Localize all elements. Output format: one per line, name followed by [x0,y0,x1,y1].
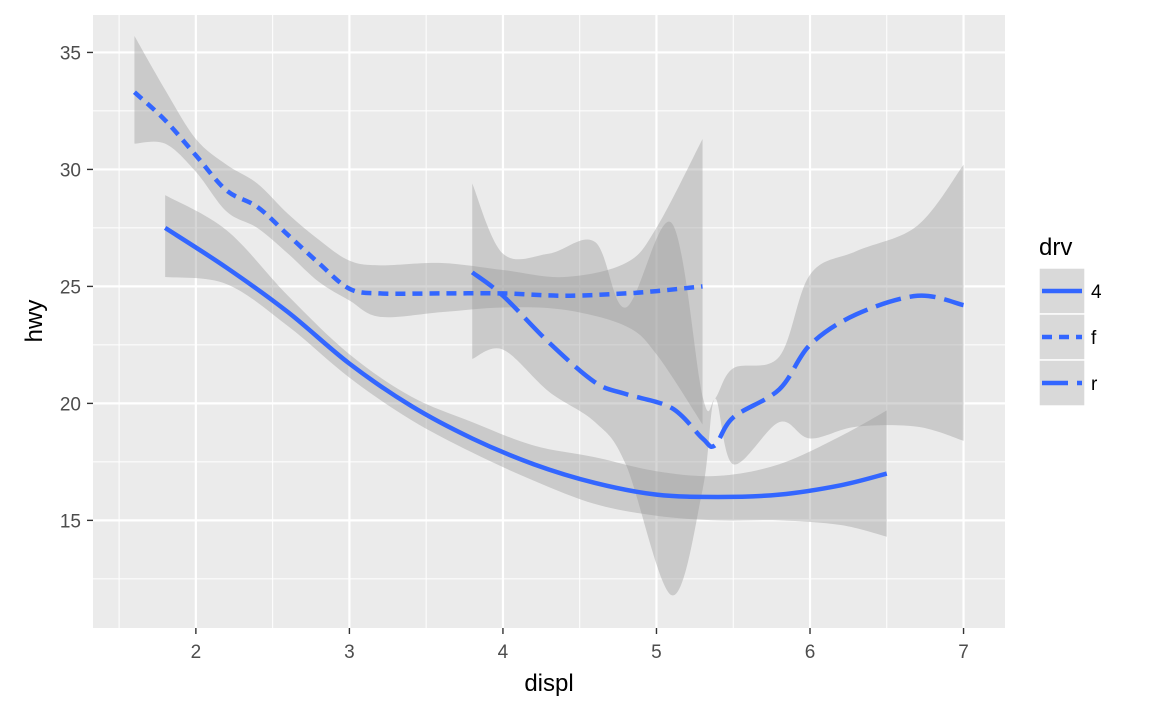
line-r [470,270,965,449]
x-tick-label: 6 [805,642,816,663]
line-f [132,90,703,299]
y-tick-label: 20 [60,394,81,415]
legend-label-4: 4 [1091,282,1102,303]
y-tick-label: 15 [60,511,81,532]
x-tick-label: 2 [191,642,202,663]
plot-panel [93,15,1005,628]
x-axis: 2 3 4 5 6 7 [191,628,969,663]
x-tick-label: 7 [958,642,969,663]
smooth-lines [132,90,965,500]
x-tick-label: 3 [344,642,355,663]
x-tick-label: 4 [498,642,509,663]
legend: drv 4 f r [1038,234,1102,407]
ribbon-r [472,164,964,596]
y-axis-title: hwy [21,300,48,343]
legend-label-f: f [1091,328,1097,349]
y-tick-label: 25 [60,277,81,298]
y-tick-label: 35 [60,43,81,64]
x-tick-label: 5 [651,642,662,663]
legend-label-r: r [1091,374,1098,395]
line-4 [163,226,888,500]
legend-title: drv [1039,234,1072,261]
confidence-ribbons [134,36,964,596]
ribbon-4 [165,195,887,537]
gridlines [93,15,1005,628]
y-tick-label: 30 [60,160,81,181]
x-axis-title: displ [524,670,573,697]
y-axis: 15 20 25 30 35 [60,43,93,532]
